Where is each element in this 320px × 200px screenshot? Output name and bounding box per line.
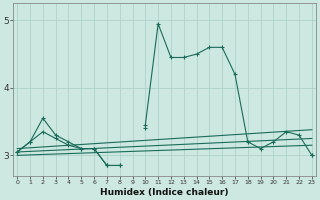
X-axis label: Humidex (Indice chaleur): Humidex (Indice chaleur)	[100, 188, 229, 197]
